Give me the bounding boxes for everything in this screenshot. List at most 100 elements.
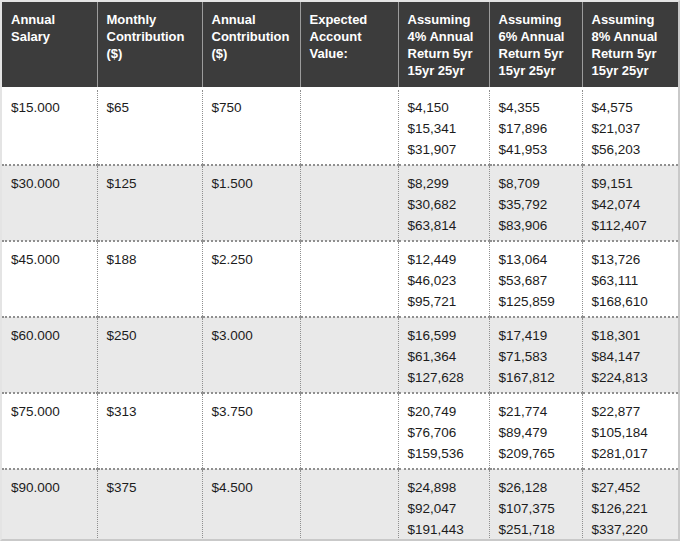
table-cell: $313 [97, 393, 202, 469]
cell-line: $16,599 [408, 325, 483, 346]
cell-line: $61,364 [408, 346, 483, 367]
table-cell: $12,449$46,023$95,721 [398, 241, 489, 317]
table-cell: $13,064$53,687$125,859 [489, 241, 582, 317]
cell-line: $13,064 [499, 249, 576, 270]
cell-line: $53,687 [499, 270, 576, 291]
cell-line: $21,037 [592, 118, 673, 139]
table-header: Annual SalaryMonthly Contribution ($)Ann… [2, 2, 678, 88]
cell-line: $8,709 [499, 173, 576, 194]
table-cell: $45.000 [2, 241, 97, 317]
cell-line: $107,375 [499, 498, 576, 519]
cell-line: $4,575 [592, 97, 673, 118]
table-cell: $125 [97, 165, 202, 241]
cell-line: $337,220 [592, 519, 673, 540]
table-cell: $9,151$42,074$112,407 [582, 165, 678, 241]
table-cell: $60.000 [2, 317, 97, 393]
table-row: $15.000$65$750$4,150$15,341$31,907$4,355… [2, 88, 678, 165]
table-cell: $4,355$17,896$41,953 [489, 88, 582, 165]
cell-line: $35,792 [499, 194, 576, 215]
table-cell: $3.000 [202, 317, 300, 393]
table-cell: $375 [97, 469, 202, 541]
cell-line: $105,184 [592, 422, 673, 443]
table-row: $45.000$188$2.250$12,449$46,023$95,721$1… [2, 241, 678, 317]
cell-line: $159,536 [408, 443, 483, 464]
table-cell: $250 [97, 317, 202, 393]
column-header: Expected Account Value: [300, 2, 398, 88]
column-header: Assuming 8% Annual Return 5yr 15yr 25yr [582, 2, 678, 88]
cell-line: $63,111 [592, 270, 673, 291]
savings-projection-table: Annual SalaryMonthly Contribution ($)Ann… [2, 2, 678, 541]
table-cell: $90.000 [2, 469, 97, 541]
cell-line: $31,907 [408, 139, 483, 160]
table-cell [300, 317, 398, 393]
table-frame: Annual SalaryMonthly Contribution ($)Ann… [0, 0, 680, 541]
table-cell: $750 [202, 88, 300, 165]
table-row: $60.000$250$3.000$16,599$61,364$127,628$… [2, 317, 678, 393]
table-cell: $188 [97, 241, 202, 317]
table-cell: $75.000 [2, 393, 97, 469]
column-header: Monthly Contribution ($) [97, 2, 202, 88]
cell-line: $76,706 [408, 422, 483, 443]
cell-line: $8,299 [408, 173, 483, 194]
table-cell [300, 393, 398, 469]
cell-line: $42,074 [592, 194, 673, 215]
table-cell: $17,419$71,583$167,812 [489, 317, 582, 393]
table-cell [300, 469, 398, 541]
column-header: Assuming 6% Annual Return 5yr 15yr 25yr [489, 2, 582, 88]
table-cell: $13,726$63,111$168,610 [582, 241, 678, 317]
cell-line: $15,341 [408, 118, 483, 139]
cell-line: $224,813 [592, 367, 673, 388]
cell-line: $13,726 [592, 249, 673, 270]
cell-line: $167,812 [499, 367, 576, 388]
cell-line: $112,407 [592, 215, 673, 236]
cell-line: $24,898 [408, 477, 483, 498]
cell-line: $21,774 [499, 401, 576, 422]
cell-line: $4,355 [499, 97, 576, 118]
table-cell: $30.000 [2, 165, 97, 241]
cell-line: $191,443 [408, 519, 483, 540]
table-cell: $24,898$92,047$191,443 [398, 469, 489, 541]
cell-line: $4,150 [408, 97, 483, 118]
table-cell [300, 165, 398, 241]
table-cell: $3.750 [202, 393, 300, 469]
cell-line: $63,814 [408, 215, 483, 236]
table-cell: $26,128$107,375$251,718 [489, 469, 582, 541]
column-header: Annual Salary [2, 2, 97, 88]
cell-line: $17,419 [499, 325, 576, 346]
column-header: Annual Contribution ($) [202, 2, 300, 88]
cell-line: $281,017 [592, 443, 673, 464]
cell-line: $89,479 [499, 422, 576, 443]
cell-line: $17,896 [499, 118, 576, 139]
column-header: Assuming 4% Annual Return 5yr 15yr 25yr [398, 2, 489, 88]
table-cell: $4,150$15,341$31,907 [398, 88, 489, 165]
table-cell: $21,774$89,479$209,765 [489, 393, 582, 469]
table-cell: $2.250 [202, 241, 300, 317]
cell-line: $26,128 [499, 477, 576, 498]
table-cell: $8,709$35,792$83,906 [489, 165, 582, 241]
cell-line: $209,765 [499, 443, 576, 464]
table-cell: $16,599$61,364$127,628 [398, 317, 489, 393]
header-row: Annual SalaryMonthly Contribution ($)Ann… [2, 2, 678, 88]
cell-line: $22,877 [592, 401, 673, 422]
cell-line: $168,610 [592, 291, 673, 312]
table-cell [300, 88, 398, 165]
cell-line: $9,151 [592, 173, 673, 194]
cell-line: $46,023 [408, 270, 483, 291]
cell-line: $127,628 [408, 367, 483, 388]
cell-line: $30,682 [408, 194, 483, 215]
cell-line: $27,452 [592, 477, 673, 498]
table-cell: $4.500 [202, 469, 300, 541]
cell-line: $125,859 [499, 291, 576, 312]
table-cell: $1.500 [202, 165, 300, 241]
table-row: $75.000$313$3.750$20,749$76,706$159,536$… [2, 393, 678, 469]
table-cell: $15.000 [2, 88, 97, 165]
cell-line: $12,449 [408, 249, 483, 270]
cell-line: $71,583 [499, 346, 576, 367]
cell-line: $20,749 [408, 401, 483, 422]
table-cell: $8,299$30,682$63,814 [398, 165, 489, 241]
cell-line: $84,147 [592, 346, 673, 367]
table-body: $15.000$65$750$4,150$15,341$31,907$4,355… [2, 88, 678, 541]
cell-line: $41,953 [499, 139, 576, 160]
table-cell: $20,749$76,706$159,536 [398, 393, 489, 469]
table-cell: $22,877$105,184$281,017 [582, 393, 678, 469]
